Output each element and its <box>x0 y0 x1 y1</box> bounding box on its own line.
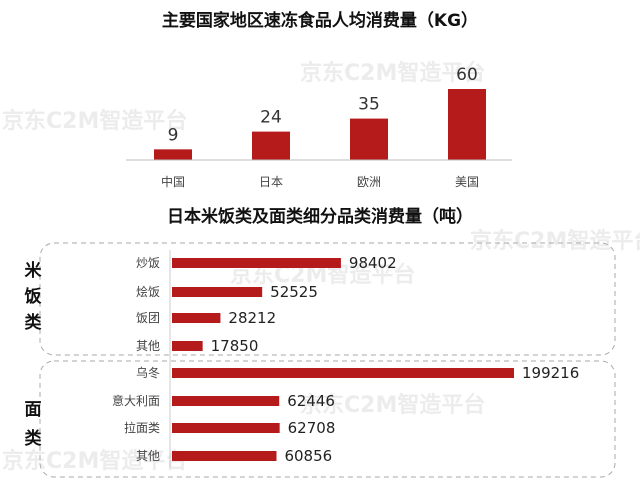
data-label: 28212 <box>228 309 276 327</box>
group-box-noodles <box>39 360 616 478</box>
watermark: 京东C2M智造平台 <box>300 392 485 418</box>
data-label: 98402 <box>349 254 397 272</box>
category-label: 中国 <box>161 174 185 189</box>
bar <box>172 368 514 378</box>
chart2-bars: 98402 炒饭 52525 烩饭 28212 饭团 17850 其他 199216 乌冬 6244… <box>112 254 579 465</box>
chart1-bars: 9 中国 24 日本 35 欧洲 60 美国 <box>154 65 486 189</box>
bar <box>172 287 263 297</box>
bar <box>448 89 486 160</box>
bar <box>172 258 341 268</box>
category-label: 烩饭 <box>136 284 160 299</box>
watermark: 京东C2M智造平台 <box>2 108 187 134</box>
bar <box>172 451 277 461</box>
data-label: 62708 <box>288 419 336 437</box>
data-label: 60856 <box>284 447 332 465</box>
data-label: 199216 <box>522 364 579 382</box>
data-label: 17850 <box>211 337 259 355</box>
category-label: 欧洲 <box>357 175 381 189</box>
chart2-title: 日本米饭类及面类细分品类消费量（吨） <box>167 206 473 227</box>
category-label: 炒饭 <box>136 256 160 270</box>
category-label: 乌冬 <box>136 365 160 380</box>
watermark: 京东C2M智造平台 <box>2 448 187 474</box>
category-label: 意大利面 <box>112 393 160 408</box>
category-label: 日本 <box>259 175 283 189</box>
data-label: 62446 <box>287 392 335 410</box>
category-label: 其他 <box>136 339 160 353</box>
data-label: 24 <box>260 108 282 128</box>
bar <box>172 396 280 406</box>
watermark: 京东C2M智造平台 <box>300 60 485 86</box>
bar <box>172 341 203 351</box>
category-label: 其他 <box>136 449 160 463</box>
watermark: 京东C2M智造平台 <box>470 228 640 254</box>
data-label: 52525 <box>270 283 318 301</box>
category-label: 拉面类 <box>124 420 160 435</box>
bar <box>252 131 290 160</box>
category-label: 美国 <box>455 175 479 189</box>
group-label-char: 类 <box>25 312 43 333</box>
group-label-char: 米 <box>25 260 43 281</box>
bar <box>172 423 280 433</box>
data-label: 60 <box>456 65 478 85</box>
category-label: 饭团 <box>136 311 160 325</box>
group-box-rice <box>39 242 616 356</box>
bar <box>154 149 192 160</box>
chart1-title: 主要国家地区速冻食品人均消费量（KG） <box>162 10 478 31</box>
group-label-char: 类 <box>25 428 43 449</box>
group-label-char: 饭 <box>24 286 42 307</box>
data-label: 9 <box>168 125 179 145</box>
group-label-char: 面 <box>25 400 42 420</box>
bar <box>350 118 388 160</box>
data-label: 35 <box>358 95 380 115</box>
bar <box>172 313 221 323</box>
